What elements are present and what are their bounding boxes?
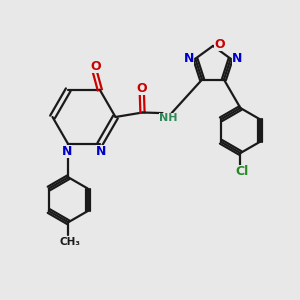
Text: O: O [136, 82, 147, 95]
Text: N: N [61, 145, 72, 158]
Text: N: N [232, 52, 242, 65]
Text: O: O [90, 60, 101, 73]
Text: NH: NH [159, 113, 177, 124]
Text: Cl: Cl [235, 165, 249, 178]
Text: CH₃: CH₃ [59, 237, 80, 247]
Text: O: O [214, 38, 225, 51]
Text: N: N [96, 145, 106, 158]
Text: N: N [184, 52, 194, 65]
